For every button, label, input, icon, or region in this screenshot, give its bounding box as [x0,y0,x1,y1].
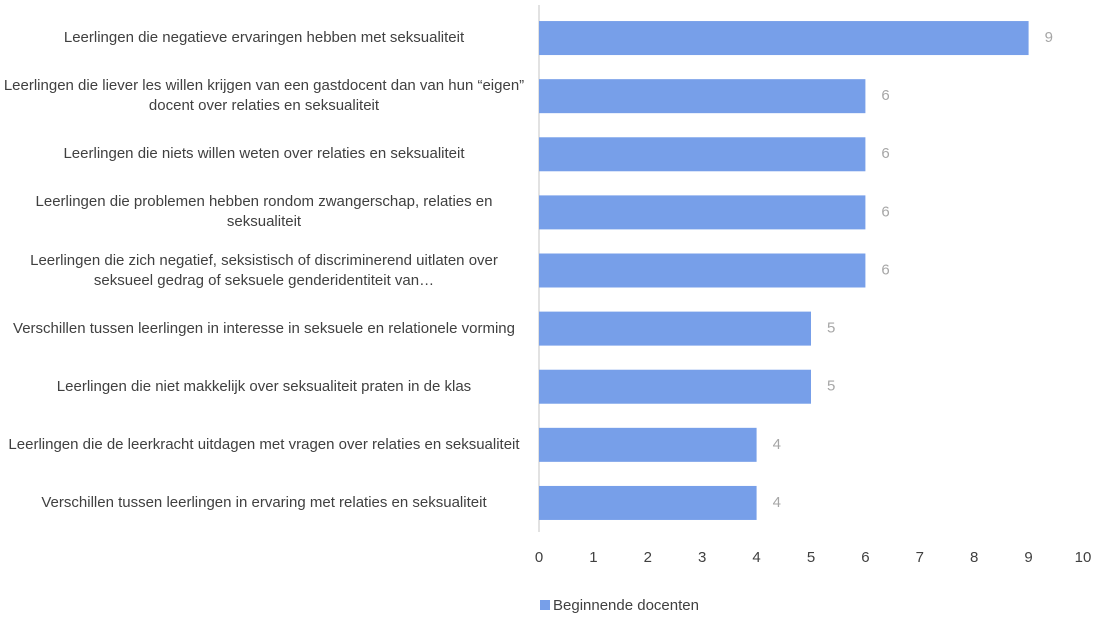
y-tick-label: Leerlingen die niets willen weten over r… [63,145,465,163]
bar [539,253,866,288]
bar [539,195,866,230]
bar [539,21,1029,56]
value-label: 9 [1045,29,1053,46]
y-tick-label: Leerlingen die negatieve ervaringen hebb… [63,29,465,47]
bar [539,485,757,520]
y-tick-label: Leerlingen die de leerkracht uitdagen me… [8,435,520,453]
x-tick-label: 0 [535,549,543,566]
value-label: 4 [773,436,781,453]
x-tick-label: 2 [644,549,652,566]
y-tick-label: Leerlingen die problemen hebben rondom z… [35,193,493,231]
value-label: 5 [827,378,835,395]
y-tick-label: Leerlingen die zich negatief, seksistisc… [30,251,498,289]
x-tick-label: 3 [698,549,706,566]
y-tick-label: Leerlingen die niet makkelijk over seksu… [56,377,472,395]
value-label: 5 [827,320,835,337]
x-tick-label: 7 [916,549,924,566]
value-label: 6 [881,261,889,278]
bar [539,79,866,114]
value-label: 6 [881,145,889,162]
value-label: 6 [881,203,889,220]
x-tick-label: 8 [970,549,978,566]
x-tick-label: 10 [1075,549,1092,566]
x-tick-label: 6 [861,549,869,566]
bar [539,137,866,172]
x-tick-label: 9 [1024,549,1032,566]
value-label: 6 [881,87,889,104]
y-tick-label: Leerlingen die liever les willen krijgen… [3,77,525,115]
legend-swatch [540,600,550,610]
legend-label: Beginnende docenten [553,597,699,614]
value-label: 4 [773,494,781,511]
bar [539,311,811,346]
x-tick-label: 5 [807,549,815,566]
x-tick-label: 4 [752,549,760,566]
y-tick-label: Verschillen tussen leerlingen in ervarin… [41,493,487,511]
bar [539,369,811,404]
y-tick-label: Verschillen tussen leerlingen in interes… [13,319,515,337]
x-tick-label: 1 [589,549,597,566]
bar [539,427,757,462]
